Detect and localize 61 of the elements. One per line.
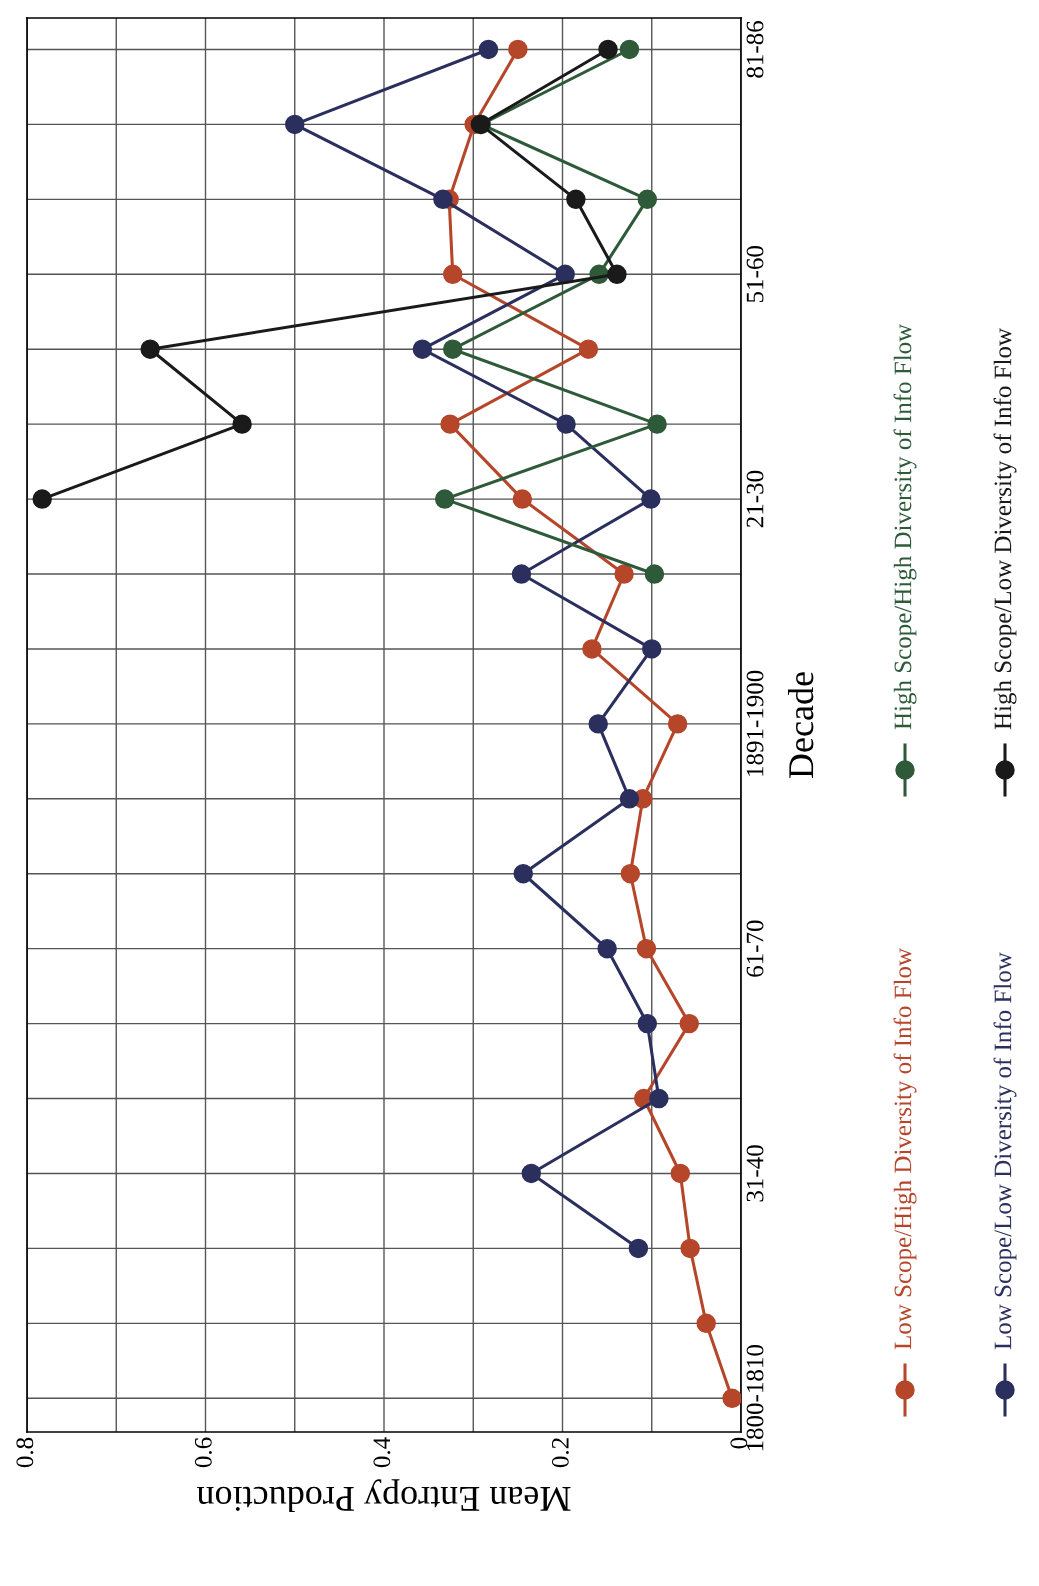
- point: [434, 489, 455, 509]
- point: [32, 489, 52, 509]
- point: [619, 39, 640, 60]
- point: [667, 714, 688, 734]
- point: [647, 414, 667, 434]
- point: [442, 264, 463, 284]
- point: [588, 714, 608, 734]
- point: [440, 414, 460, 434]
- point: [508, 39, 528, 60]
- text: Low Scope/Low Diversity of Info Flow: [993, 952, 1017, 1350]
- x-tick-label: 0.2: [551, 1438, 569, 1468]
- y-tick-label: 31-40: [746, 1145, 764, 1202]
- y-axis-title: Decade: [787, 672, 814, 779]
- x-tick-label: 0.6: [194, 1437, 212, 1468]
- text: High Scope/High Diversity of Info Flow: [893, 323, 917, 730]
- x-axis-title: Mean Entropy Production: [197, 1479, 571, 1513]
- point: [566, 189, 586, 210]
- point: [636, 938, 657, 959]
- point: [597, 938, 617, 959]
- point: [637, 189, 658, 210]
- point: [614, 564, 634, 584]
- y-tick-label: 1891-1900: [746, 670, 764, 776]
- text: High Scope/Low Diversity of Info Flow: [993, 328, 1017, 730]
- point: [433, 189, 453, 210]
- x-tick-label: 0.4: [373, 1437, 391, 1468]
- point: [140, 339, 160, 359]
- point: [285, 114, 305, 135]
- point: [641, 489, 661, 509]
- point: [511, 564, 532, 584]
- text: Low Scope/High Diversity of Info Flow: [893, 948, 917, 1350]
- point: [478, 39, 499, 60]
- x-tick-label: 0.8: [16, 1437, 34, 1468]
- point: [607, 264, 627, 284]
- point: [696, 1313, 716, 1334]
- y-tick-label: 1800-1810: [746, 1345, 764, 1451]
- point: [232, 414, 252, 434]
- point: [680, 1238, 700, 1259]
- point: [578, 339, 599, 359]
- point: [628, 1238, 649, 1259]
- point: [556, 414, 576, 434]
- point: [620, 864, 641, 884]
- point: [649, 1088, 669, 1109]
- y-tick-label: 81-86: [746, 21, 764, 78]
- point: [722, 1388, 741, 1409]
- point: [642, 639, 662, 659]
- point: [521, 1163, 541, 1184]
- x-tick-label: 0: [730, 1437, 748, 1449]
- point: [412, 339, 433, 359]
- point: [644, 564, 665, 584]
- point: [619, 789, 640, 809]
- point: [512, 489, 533, 509]
- point: [637, 1013, 658, 1034]
- point: [670, 1163, 691, 1184]
- point: [513, 864, 533, 884]
- point: [679, 1013, 699, 1034]
- point: [598, 39, 618, 60]
- y-tick-label: 61-70: [746, 920, 764, 977]
- y-tick-label: 21-30: [746, 470, 764, 528]
- point: [582, 639, 602, 659]
- y-tick-label: 51-60: [746, 246, 764, 302]
- point: [442, 339, 463, 359]
